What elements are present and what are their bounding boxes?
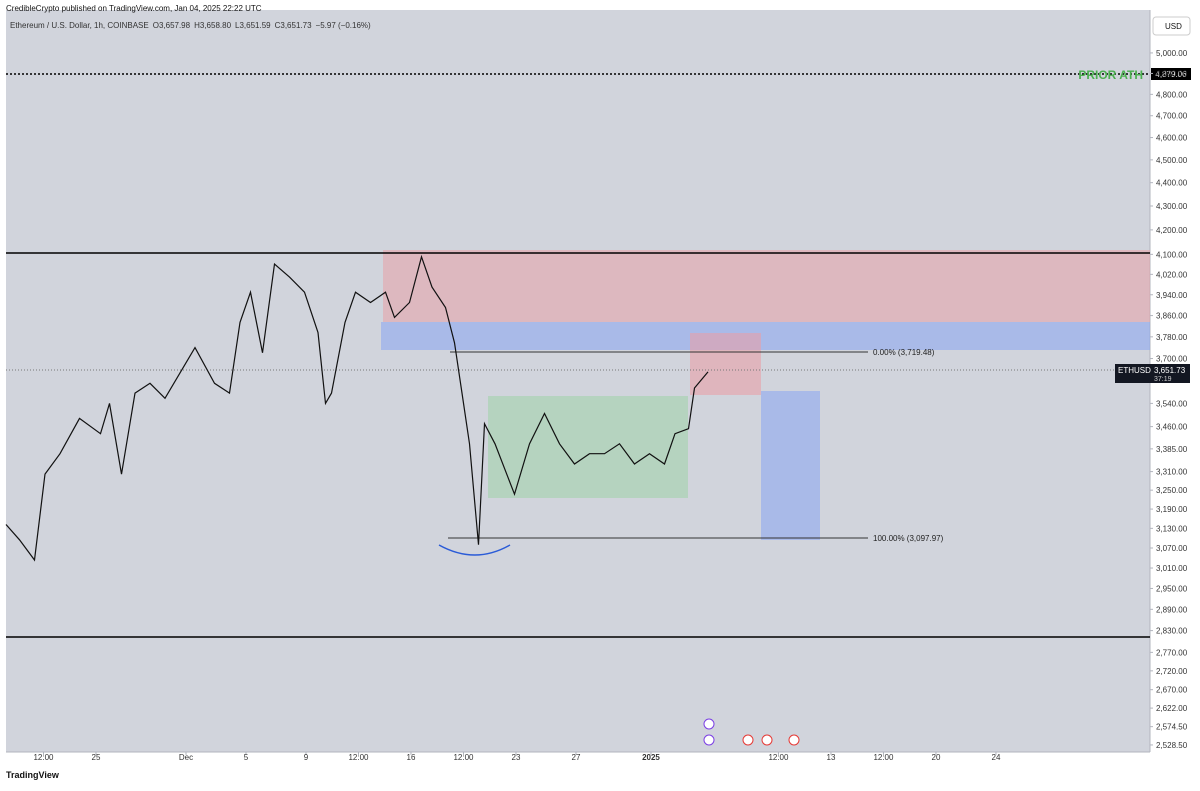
y-tick-label: 2,770.00	[1156, 648, 1188, 657]
y-tick-label: 3,130.00	[1156, 524, 1188, 533]
ohlc-value: C3,651.73	[275, 21, 312, 30]
y-tick-label: 2,528.50	[1156, 741, 1188, 750]
y-tick-label: 3,385.00	[1156, 445, 1188, 454]
plot-area	[6, 10, 1150, 752]
y-tick-label: 5,000.00	[1156, 49, 1188, 58]
x-tick-label: Dec	[179, 753, 193, 762]
x-tick-label: 2025	[642, 753, 660, 762]
currency-box[interactable]	[1152, 16, 1191, 36]
y-tick-label: 4,500.00	[1156, 156, 1188, 165]
y-tick-label: 3,540.00	[1156, 399, 1188, 408]
supply-zone	[383, 250, 1150, 322]
y-tick-label: 4,800.00	[1156, 90, 1188, 99]
symbol-info: Ethereum / U.S. Dollar, 1h, COINBASE O3,6…	[10, 21, 371, 30]
ohlc-value: −5.97 (−0.16%)	[316, 21, 371, 30]
ohlc-value: H3,658.80	[194, 21, 231, 30]
brand: TradingView	[6, 770, 60, 780]
demand-zone	[381, 322, 1150, 350]
ohlc-value: O3,657.98	[153, 21, 191, 30]
ath-label: PRIOR ATH	[1078, 68, 1143, 82]
y-tick-label: 4,020.00	[1156, 270, 1188, 279]
y-tick-label: 3,070.00	[1156, 544, 1188, 553]
target-box	[690, 333, 761, 395]
y-tick-label: 2,830.00	[1156, 627, 1188, 636]
y-tick-label: 4,100.00	[1156, 250, 1188, 259]
x-tick-label: 23	[512, 753, 521, 762]
ohlc-value: L3,651.59	[235, 21, 271, 30]
bottom-arc	[438, 544, 511, 556]
x-tick-label: 5	[244, 753, 249, 762]
projection-box	[761, 391, 820, 540]
y-tick-label: 2,574.50	[1156, 723, 1188, 732]
price-tag-symbol: ETHUSD	[1118, 366, 1151, 375]
y-tick-label: 3,860.00	[1156, 312, 1188, 321]
x-tick-label: 12:00	[348, 753, 369, 762]
y-tick-label: 3,460.00	[1156, 423, 1188, 432]
event-icon[interactable]	[788, 734, 800, 746]
y-tick-label: 4,300.00	[1156, 202, 1188, 211]
event-icon[interactable]	[703, 734, 715, 746]
event-icon[interactable]	[742, 734, 754, 746]
x-tick-label: 20	[932, 753, 941, 762]
fib-label: 0.00% (3,719.48)	[873, 348, 935, 357]
y-tick-label: 4,700.00	[1156, 112, 1188, 121]
price-tag	[1115, 364, 1190, 383]
y-tick-label: 4,600.00	[1156, 134, 1188, 143]
event-icon[interactable]	[761, 734, 773, 746]
x-tick-label: 13	[827, 753, 836, 762]
y-tick-label: 3,700.00	[1156, 355, 1188, 364]
y-tick-label: 2,720.00	[1156, 667, 1188, 676]
currency: USD	[1165, 22, 1182, 31]
x-tick-label: 24	[992, 753, 1001, 762]
x-tick-label: 9	[304, 753, 309, 762]
ath-tag	[1151, 68, 1191, 80]
y-tick-label: 3,780.00	[1156, 333, 1188, 342]
y-tick-label: 3,010.00	[1156, 564, 1188, 573]
price-tag-timer: 37:19	[1154, 376, 1172, 383]
x-tick-label: 12:00	[453, 753, 474, 762]
y-tick-label: 2,890.00	[1156, 605, 1188, 614]
x-tick-label: 12:00	[873, 753, 894, 762]
y-tick-label: 3,190.00	[1156, 505, 1188, 514]
fib-label: 100.00% (3,097.97)	[873, 534, 944, 543]
y-tick-label: 4,200.00	[1156, 226, 1188, 235]
y-tick-label: 3,310.00	[1156, 468, 1188, 477]
y-tick-label: 2,670.00	[1156, 686, 1188, 695]
ath-tag-text: 4,879.06	[1155, 70, 1187, 79]
x-tick-label: 12:00	[33, 753, 54, 762]
y-tick-label: 2,622.00	[1156, 704, 1188, 713]
x-tick-label: 25	[92, 753, 101, 762]
x-tick-label: 12:00	[768, 753, 789, 762]
range-box	[488, 396, 688, 498]
y-tick-label: 3,940.00	[1156, 291, 1188, 300]
event-icon[interactable]	[703, 718, 715, 730]
y-tick-label: 4,400.00	[1156, 179, 1188, 188]
x-tick-label: 16	[407, 753, 416, 762]
symbol: Ethereum / U.S. Dollar, 1h, COINBASE	[10, 21, 149, 30]
y-tick-label: 2,950.00	[1156, 584, 1188, 593]
price-tag-price: 3,651.73	[1154, 366, 1186, 375]
price-line	[5, 254, 709, 562]
y-tick-label: 4,900.00	[1156, 69, 1188, 78]
y-tick-label: 3,250.00	[1156, 486, 1188, 495]
x-tick-label: 27	[572, 753, 581, 762]
publisher: CredibleCrypto published on TradingView.…	[6, 4, 262, 13]
